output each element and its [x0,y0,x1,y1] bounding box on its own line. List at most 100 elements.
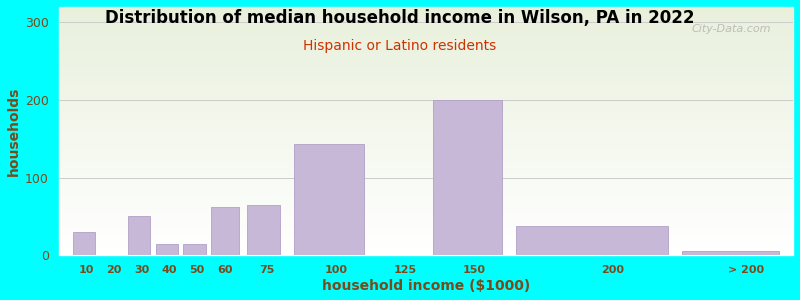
Bar [58,65,793,67]
Bar [58,92,793,94]
Bar [58,210,793,212]
Bar [58,235,793,236]
Bar [58,160,793,162]
Bar [156,244,178,255]
Bar [58,135,793,137]
Bar [58,77,793,79]
Bar [58,166,793,168]
Bar [58,195,793,197]
Bar [58,232,793,235]
Bar [516,226,668,255]
Bar [58,146,793,148]
Bar [58,238,793,241]
Bar [73,232,94,255]
Bar [58,197,793,199]
Bar [58,61,793,63]
Bar [58,150,793,152]
Bar [433,100,502,255]
Bar [58,178,793,181]
Bar [58,117,793,118]
Bar [58,44,793,46]
Bar [58,168,793,170]
Bar [58,34,793,36]
Bar [58,139,793,141]
Text: Hispanic or Latino residents: Hispanic or Latino residents [303,39,497,53]
Text: Distribution of median household income in Wilson, PA in 2022: Distribution of median household income … [106,9,694,27]
Bar [58,81,793,83]
Bar [58,104,793,106]
Bar [58,222,793,224]
Bar [58,115,793,117]
Bar [58,32,793,34]
Bar [294,144,363,255]
Bar [58,30,793,32]
Bar [58,152,793,154]
Bar [58,40,793,42]
Bar [58,243,793,245]
Bar [58,79,793,81]
Bar [58,55,793,57]
Bar [58,11,793,13]
Bar [58,181,793,183]
Bar [58,251,793,253]
Bar [58,177,793,178]
Bar [58,23,793,26]
Bar [58,154,793,156]
Bar [58,220,793,222]
Bar [58,106,793,108]
Bar [58,67,793,69]
Bar [58,112,793,115]
Bar [58,170,793,172]
Bar [58,71,793,73]
Text: City-Data.com: City-Data.com [691,24,771,34]
Bar [183,244,206,255]
Bar [58,110,793,112]
Bar [58,123,793,125]
Bar [58,83,793,85]
Bar [58,253,793,255]
Bar [58,162,793,164]
Bar [128,216,150,255]
Bar [211,207,239,255]
Bar [58,218,793,220]
Bar [58,137,793,139]
Bar [58,15,793,17]
Bar [58,9,793,11]
Bar [58,38,793,40]
Bar [58,183,793,185]
Bar [58,129,793,131]
Bar [58,63,793,65]
Bar [58,156,793,158]
Bar [58,185,793,187]
Bar [58,94,793,96]
Bar [58,206,793,208]
Bar [58,21,793,23]
Bar [58,90,793,92]
Bar [58,46,793,48]
Bar [58,148,793,150]
Bar [58,26,793,28]
Bar [58,236,793,238]
Bar [58,85,793,88]
Bar [58,127,793,129]
Bar [58,96,793,98]
Bar [58,201,793,203]
Bar [58,158,793,160]
Bar [58,199,793,201]
Bar [58,118,793,121]
Bar [58,245,793,247]
Bar [58,59,793,61]
Bar [58,102,793,104]
Bar [58,121,793,123]
Bar [58,7,793,9]
Bar [58,175,793,177]
Bar [58,141,793,143]
Bar [58,230,793,232]
Bar [58,75,793,77]
Bar [58,143,793,146]
Bar [58,73,793,75]
Bar [247,205,280,255]
Bar [58,48,793,50]
Bar [58,214,793,216]
Bar [58,98,793,100]
